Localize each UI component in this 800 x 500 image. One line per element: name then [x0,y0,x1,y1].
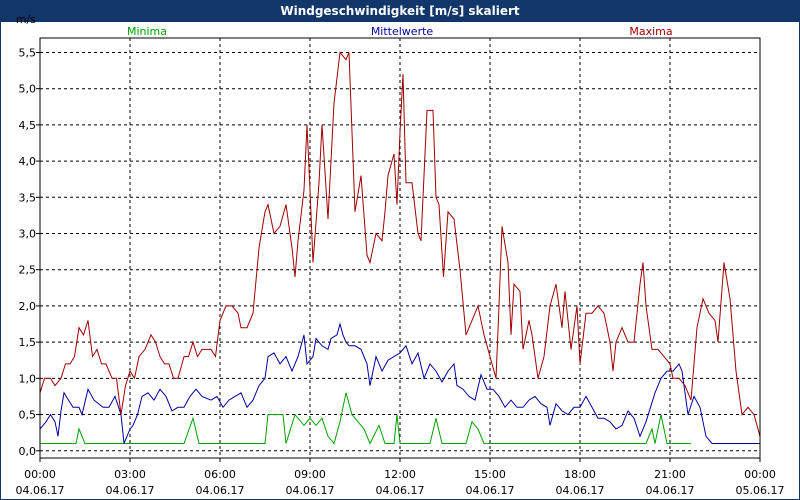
grid-lines [40,38,760,458]
x-tick-time: 21:00 [654,468,686,481]
y-tick-label: 4,0 [19,155,37,168]
y-tick-label: 2,5 [19,264,37,277]
x-tick-date: 04.06.17 [466,484,515,497]
x-tick-time: 00:00 [24,468,56,481]
y-tick-label: 0,0 [19,445,37,458]
chart-title: Windgeschwindigkeit [m/s] skaliert [0,0,800,22]
series-line-maxima [40,51,760,438]
legend-item-minima: Minima [127,25,167,38]
y-tick-label: 1,0 [19,372,37,385]
y-tick-label: 4,5 [19,119,37,132]
y-tick-label: 3,5 [19,191,37,204]
x-tick-time: 18:00 [564,468,596,481]
y-axis-unit: m/s [16,13,36,26]
x-tick-time: 03:00 [114,468,146,481]
x-tick-time: 15:00 [474,468,506,481]
window-border-left [0,22,1,500]
series-line-mittelwerte [40,322,760,444]
x-tick-date: 04.06.17 [286,484,335,497]
series-group [40,51,760,445]
x-tick-time: 00:00 [744,468,776,481]
series-layer [40,51,760,445]
x-tick-date: 04.06.17 [16,484,65,497]
x-tick-date: 04.06.17 [106,484,155,497]
y-tick-label: 3,0 [19,228,37,241]
y-axis: 0,0 0,5 1,0 1,5 2,0 2,5 3,0 3,5 4,0 4,5 5,0 5,5 m/s [16,13,40,458]
legend-item-maxima: Maxima [629,25,672,38]
x-tick-date: 04.06.17 [196,484,245,497]
x-tick-date: 04.06.17 [556,484,605,497]
x-tick-time: 06:00 [204,468,236,481]
x-tick-date: 04.06.17 [646,484,695,497]
y-tick-label: 5,5 [19,46,37,59]
legend: Minima Mittelwerte Maxima [127,25,673,38]
y-tick-label: 1,5 [19,336,37,349]
y-tick-label: 2,0 [19,300,37,313]
x-tick-date: 05.06.17 [736,484,785,497]
y-tick-label: 5,0 [19,83,37,96]
series-line-minima [40,392,691,445]
x-tick-date: 04.06.17 [376,484,425,497]
x-tick-time: 12:00 [384,468,416,481]
y-tick-label: 0,5 [19,409,37,422]
legend-item-mittelwerte: Mittelwerte [371,25,434,38]
x-tick-time: 09:00 [294,468,326,481]
x-axis: 00:00 04.06.17 03:00 04.06.17 06:00 04.06.17 0… [16,458,785,497]
